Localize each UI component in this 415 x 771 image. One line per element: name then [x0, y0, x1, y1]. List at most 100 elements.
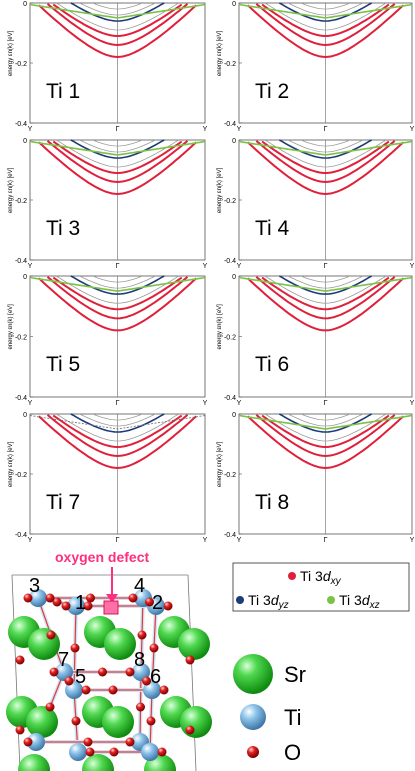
site-number-6: 6 — [150, 666, 161, 688]
dyz-band — [279, 139, 372, 159]
ti-o-bond-core — [140, 671, 153, 691]
o-atom — [45, 593, 55, 603]
site-number-5: 5 — [75, 666, 86, 688]
x-tick-label: Y — [203, 400, 208, 407]
o-atom — [137, 630, 147, 640]
y-tick-label: -0.2 — [15, 198, 27, 205]
dyz-band — [279, 413, 372, 433]
x-tick-label: Γ — [116, 400, 120, 407]
panel-label: Ti 8 — [255, 491, 289, 514]
dxy-band — [52, 276, 183, 311]
o-atom — [98, 667, 107, 677]
sr-atom — [178, 628, 210, 660]
dxy-band — [255, 276, 396, 320]
dxy-band — [46, 3, 189, 47]
ti-atom — [134, 589, 152, 607]
cell-edge — [11, 574, 21, 771]
y-tick-label: -0.4 — [15, 532, 27, 539]
dxy-band — [52, 140, 183, 175]
x-tick-label: Y — [237, 263, 242, 270]
o-atom — [159, 685, 169, 695]
dyz-marker — [236, 596, 244, 604]
dxy-marker — [288, 572, 296, 580]
o-atom — [85, 747, 95, 757]
dxy-band — [46, 414, 189, 458]
dxy-band — [52, 3, 183, 38]
panel-label: Ti 1 — [46, 80, 80, 103]
x-tick-label: Y — [28, 537, 33, 544]
o-atom — [146, 716, 156, 726]
x-tick-label: Y — [28, 126, 33, 133]
o-atom — [83, 737, 93, 747]
ti-o-bond — [141, 596, 158, 608]
y-axis-label: energy εn(k) [eV] — [8, 441, 14, 487]
o-atom — [163, 601, 173, 611]
gray-band — [302, 3, 349, 10]
panel-label: Ti 7 — [46, 491, 80, 514]
gray-band — [94, 414, 141, 421]
o-atom — [185, 655, 195, 665]
site-number-1: 1 — [75, 592, 86, 614]
ti-o-bond — [138, 671, 143, 743]
gray-band — [79, 139, 156, 153]
sr-legend-sphere — [233, 654, 273, 694]
gray-band — [79, 275, 156, 289]
dxy-band — [247, 277, 405, 332]
gray-band — [287, 2, 364, 16]
gray-band — [302, 276, 349, 283]
sr-atom — [6, 696, 38, 728]
sr-atom — [26, 706, 58, 738]
gray-band — [264, 413, 387, 442]
ti-o-bond-core — [140, 597, 144, 673]
y-tick-label: 0 — [232, 412, 236, 419]
panel-label: Ti 2 — [255, 80, 289, 103]
y-tick-label: -0.2 — [15, 61, 27, 68]
sr-atom — [82, 696, 114, 728]
y-tick-label: 0 — [23, 412, 27, 419]
ti-o-bond-core — [37, 597, 77, 607]
o-atom — [64, 676, 74, 686]
y-axis-label: energy εn(k) [eV] — [8, 304, 14, 350]
sr-atom — [158, 616, 190, 648]
gray-band — [94, 276, 141, 283]
orbital-legend-box — [232, 562, 410, 612]
dxy-band — [46, 140, 189, 184]
dxz-band — [29, 276, 206, 292]
orbital-legend: Ti 3dxy Ti 3dyz Ti 3dxz — [232, 562, 410, 612]
dxz-band — [29, 3, 206, 19]
y-tick-label: -0.4 — [15, 121, 27, 128]
x-tick-label: Γ — [324, 400, 328, 407]
y-axis-label: energy εn(k) [eV] — [217, 304, 223, 350]
o-atom — [83, 601, 93, 611]
dxy-band — [255, 414, 396, 458]
sr-atom — [8, 616, 40, 648]
o-atom — [125, 737, 135, 747]
ti-o-bond — [139, 597, 145, 673]
dyz-band — [70, 139, 165, 159]
o-atom — [145, 597, 154, 607]
o-atom — [149, 643, 159, 653]
y-tick-label: -0.4 — [15, 258, 27, 265]
gray-band — [56, 139, 179, 168]
x-tick-label: Y — [410, 126, 415, 133]
o-atom — [61, 601, 71, 611]
gray-band — [56, 275, 180, 304]
y-tick-label: 0 — [23, 1, 27, 8]
dxz-band — [238, 140, 413, 156]
y-tick-label: 0 — [232, 274, 236, 281]
y-tick-label: -0.2 — [224, 61, 236, 68]
o-atom — [125, 667, 135, 677]
dxy-band — [261, 276, 390, 311]
x-tick-label: Y — [203, 263, 208, 270]
ti-o-bond — [37, 596, 77, 608]
y-tick-label: -0.2 — [224, 472, 236, 479]
dxy-band — [247, 4, 405, 59]
gray-band — [264, 139, 387, 168]
y-tick-label: -0.4 — [224, 121, 236, 128]
dxy-band — [52, 414, 183, 449]
o-atom — [136, 702, 145, 712]
